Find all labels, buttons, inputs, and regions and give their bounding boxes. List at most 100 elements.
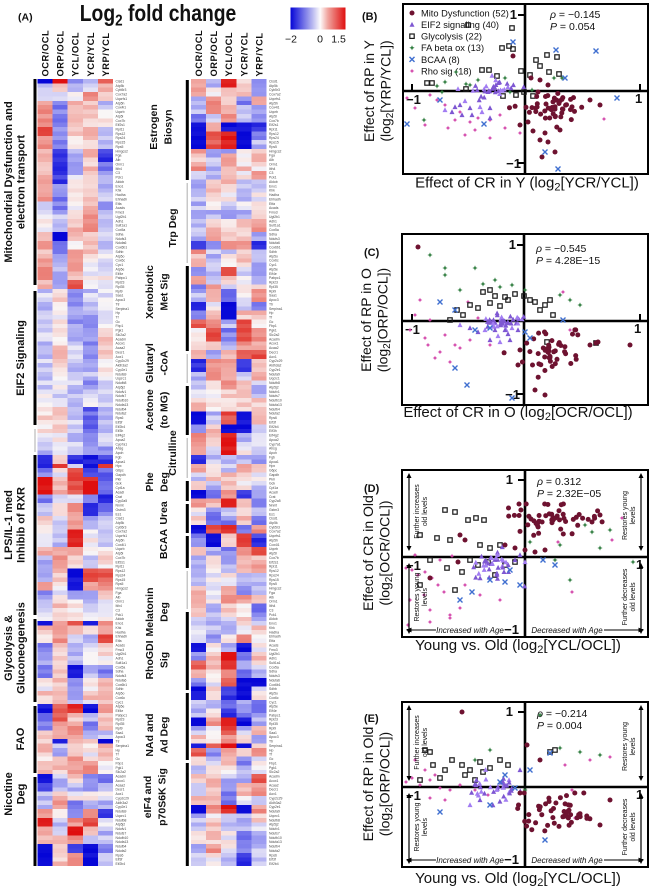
svg-text:Cyb5r3: Cyb5r3: [269, 525, 280, 529]
svg-text:Fbp1: Fbp1: [269, 324, 277, 328]
svg-text:Atp5k: Atp5k: [269, 84, 278, 88]
svg-text:EIF2 Signaling: EIF2 Signaling: [15, 320, 27, 396]
svg-text:Rps5: Rps5: [269, 582, 277, 586]
svg-text:Eif4e: Eif4e: [116, 709, 124, 713]
svg-text:Log2 fold change: Log2 fold change: [80, 1, 237, 29]
svg-text:Slc2a2: Slc2a2: [116, 770, 126, 774]
svg-text:Decr1: Decr1: [269, 350, 278, 354]
svg-text:Ndufa13: Ndufa13: [116, 840, 129, 844]
svg-text:Rpl11: Rpl11: [269, 127, 278, 131]
svg-text:Apoh: Apoh: [116, 451, 124, 455]
svg-text:levels: levels: [630, 506, 637, 524]
svg-text:Rps5: Rps5: [269, 145, 277, 149]
svg-text:YCR/YCL: YCR/YCL: [239, 32, 249, 77]
svg-text:old levels: old levels: [422, 727, 429, 757]
svg-text:Rpl23: Rpl23: [269, 718, 278, 722]
svg-text:Restores young: Restores young: [414, 802, 421, 851]
svg-text:Gapdh: Gapdh: [269, 473, 279, 477]
svg-text:Apoa2: Apoa2: [116, 438, 126, 442]
svg-text:Melatonin: Melatonin: [144, 588, 156, 637]
svg-text:Ndufs3: Ndufs3: [269, 237, 280, 241]
svg-text:Sdha: Sdha: [269, 670, 277, 674]
svg-text:Gstm3: Gstm3: [269, 508, 279, 512]
svg-text:Fmo3: Fmo3: [116, 648, 125, 652]
svg-text:P = 0.004: P = 0.004: [537, 720, 582, 732]
svg-text:Gck: Gck: [269, 482, 275, 486]
svg-text:ρ = −0.145: ρ = −0.145: [549, 9, 601, 21]
svg-text:Adh1: Adh1: [116, 657, 124, 661]
svg-text:Cox7b: Cox7b: [269, 119, 279, 123]
svg-text:Atp5l: Atp5l: [269, 552, 277, 556]
svg-text:Acads: Acads: [116, 206, 126, 210]
svg-text:Acads: Acads: [269, 206, 279, 210]
svg-text:Fga: Fga: [116, 154, 122, 158]
svg-text:Cyp7a1: Cyp7a1: [269, 442, 281, 446]
svg-text:Eif2s1: Eif2s1: [116, 123, 126, 127]
svg-text:YCL/OCL: YCL/OCL: [71, 32, 81, 77]
svg-text:Eif3f: Eif3f: [116, 420, 123, 424]
svg-text:Orm1: Orm1: [269, 162, 278, 166]
svg-text:Hpx: Hpx: [116, 464, 122, 468]
svg-text:Pklr: Pklr: [116, 477, 123, 481]
svg-text:Apoc3: Apoc3: [116, 298, 126, 302]
svg-text:Ndufb10: Ndufb10: [116, 399, 129, 403]
svg-text:Hmgcs2: Hmgcs2: [269, 587, 282, 591]
svg-text:Eif4g2: Eif4g2: [269, 434, 279, 438]
svg-text:Rps5: Rps5: [116, 582, 124, 586]
svg-text:(C): (C): [364, 247, 380, 259]
svg-text:Rpl11: Rpl11: [269, 565, 278, 569]
svg-text:Mitochondrial Dysfunction and: Mitochondrial Dysfunction and: [3, 101, 15, 262]
svg-text:Acadl: Acadl: [269, 490, 278, 494]
svg-text:Sig: Sig: [159, 652, 171, 668]
svg-text:Apoa2: Apoa2: [269, 438, 279, 442]
svg-text:FA beta ox (13): FA beta ox (13): [421, 43, 484, 53]
svg-text:Glutaryl: Glutaryl: [144, 343, 156, 383]
svg-text:Uqcrc1: Uqcrc1: [116, 377, 127, 381]
svg-text:Eif4e: Eif4e: [116, 272, 124, 276]
svg-text:Atp5e: Atp5e: [116, 267, 125, 271]
svg-text:Etfa: Etfa: [269, 639, 275, 643]
svg-text:Eif2b4: Eif2b4: [269, 425, 279, 429]
svg-text:Rpl9: Rpl9: [269, 726, 276, 730]
svg-text:Cox5a: Cox5a: [269, 665, 279, 669]
svg-text:Phe: Phe: [144, 472, 156, 491]
svg-text:Ndufa6: Ndufa6: [116, 241, 127, 245]
svg-text:Ndufb8: Ndufb8: [269, 381, 280, 385]
svg-text:Eno1: Eno1: [116, 184, 124, 188]
svg-text:Crat: Crat: [116, 495, 122, 499]
svg-text:Atp5k: Atp5k: [116, 521, 125, 525]
svg-text:Apoc3: Apoc3: [116, 735, 126, 739]
svg-text:P = 4.28E−15: P = 4.28E−15: [536, 255, 600, 267]
svg-text:Acox1: Acox1: [116, 342, 126, 346]
svg-text:Ugt2b1: Ugt2b1: [269, 215, 280, 219]
svg-text:electron transport: electron transport: [16, 135, 28, 229]
svg-text:Decr1: Decr1: [116, 788, 125, 792]
svg-text:Cox6c: Cox6c: [269, 696, 279, 700]
svg-text:(log2[YRP/YCL]): (log2[YRP/YCL]): [378, 40, 397, 141]
svg-text:1: 1: [636, 787, 643, 802]
svg-text:Ugt2b1: Ugt2b1: [116, 215, 127, 219]
svg-text:ORP/OCL: ORP/OCL: [56, 30, 66, 76]
svg-text:Pabpc1: Pabpc1: [269, 276, 281, 280]
svg-text:Cox7a2: Cox7a2: [116, 530, 128, 534]
svg-text:Ehhadh: Ehhadh: [269, 635, 281, 639]
svg-text:Acadm: Acadm: [116, 775, 127, 779]
svg-text:Pabpc1: Pabpc1: [116, 713, 128, 717]
svg-text:Khk: Khk: [116, 626, 122, 630]
svg-text:Cisd1: Cisd1: [116, 79, 125, 83]
svg-text:Restores young: Restores young: [622, 491, 629, 540]
svg-text:−1: −1: [504, 852, 519, 867]
svg-text:Aldob: Aldob: [116, 180, 125, 184]
svg-text:Rpl9: Rpl9: [116, 289, 123, 293]
svg-text:Adh1: Adh1: [269, 657, 277, 661]
svg-text:Eif4e: Eif4e: [269, 272, 277, 276]
svg-text:Cox6b1: Cox6b1: [269, 246, 281, 250]
svg-text:-CoA: -CoA: [159, 350, 171, 375]
svg-text:Cyp2c29: Cyp2c29: [116, 796, 129, 800]
svg-text:Cox6b1: Cox6b1: [116, 246, 128, 250]
svg-text:Atp5j2: Atp5j2: [269, 823, 279, 827]
svg-text:1: 1: [506, 704, 513, 719]
svg-text:Cpt1a: Cpt1a: [116, 486, 125, 490]
svg-text:Cisd1: Cisd1: [269, 517, 278, 521]
svg-text:Cox6c: Cox6c: [269, 259, 279, 263]
